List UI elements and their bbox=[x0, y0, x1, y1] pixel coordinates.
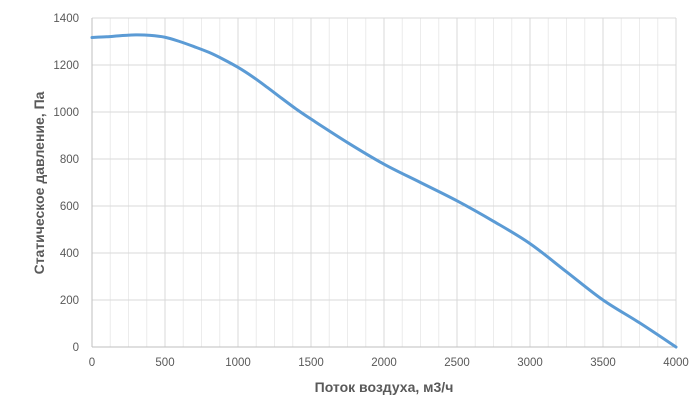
x-tick-label: 0 bbox=[89, 357, 95, 369]
x-tick-label: 1500 bbox=[298, 357, 324, 369]
x-axis-title: Поток воздуха, м3/ч bbox=[315, 379, 454, 395]
y-tick-label: 600 bbox=[60, 201, 79, 213]
y-tick-label: 400 bbox=[60, 248, 79, 260]
x-axis-ticks: 0 500 1000 1500 2000 2500 3000 3500 4000 bbox=[89, 357, 689, 369]
x-tick-label: 3000 bbox=[517, 357, 543, 369]
y-tick-label: 1400 bbox=[53, 13, 79, 25]
series-line bbox=[90, 33, 678, 349]
x-tick-label: 3500 bbox=[590, 357, 616, 369]
x-tick-label: 2000 bbox=[371, 357, 397, 369]
x-tick-label: 500 bbox=[155, 357, 174, 369]
axes bbox=[91, 18, 676, 348]
series-group bbox=[90, 33, 678, 349]
y-tick-label: 0 bbox=[73, 342, 79, 354]
y-tick-label: 800 bbox=[60, 154, 79, 166]
x-tick-label: 2500 bbox=[444, 357, 470, 369]
x-tick-label: 4000 bbox=[663, 357, 689, 369]
y-axis-title: Статическое давление, Па bbox=[31, 91, 47, 274]
major-gridlines bbox=[92, 17, 677, 347]
y-tick-label: 1000 bbox=[53, 107, 79, 119]
y-tick-label: 1200 bbox=[53, 60, 79, 72]
y-tick-label: 200 bbox=[60, 295, 79, 307]
x-tick-label: 1000 bbox=[225, 357, 251, 369]
y-axis-ticks: 0 200 400 600 800 1000 1200 1400 bbox=[53, 13, 79, 354]
